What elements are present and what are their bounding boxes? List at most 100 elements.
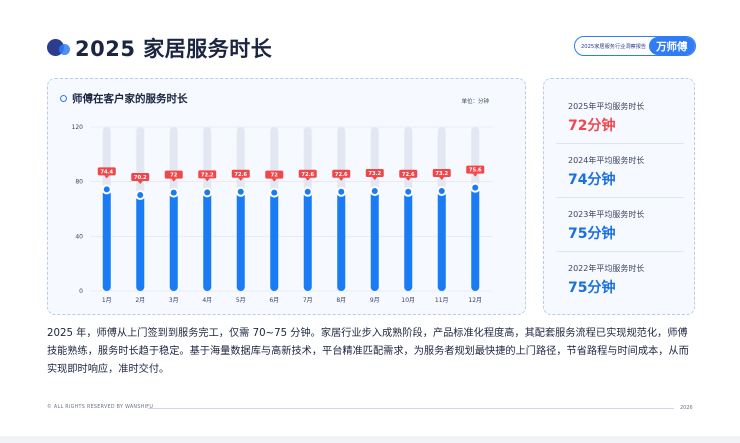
y-tick-label: 120 — [72, 124, 84, 131]
page-title: 2025 家居服务时长 — [75, 37, 273, 61]
x-tick-label: 11月 — [435, 297, 449, 304]
x-tick-label: 12月 — [468, 297, 482, 304]
stat-2022: 2022年平均服务时长 75分钟 — [568, 263, 672, 297]
value-label-pointer — [305, 177, 311, 181]
y-tick-label: 0 — [79, 288, 83, 295]
value-label: 72.6 — [402, 172, 415, 178]
x-tick-label: 1月 — [102, 297, 112, 304]
stat-label: 2025年平均服务时长 — [568, 102, 645, 111]
stat-2024: 2024年平均服务时长 74分钟 — [568, 155, 672, 189]
value-label-pointer — [204, 178, 210, 182]
bar — [303, 191, 312, 291]
y-tick-label: 40 — [75, 233, 83, 240]
bar-cap-dot — [405, 188, 412, 195]
bar — [370, 190, 379, 291]
bar — [270, 192, 279, 291]
bar-cap-dot — [371, 187, 378, 194]
value-label-bg — [365, 168, 384, 177]
body-paragraph: 2025 年，师傅从上门签到到服务完工，仅需 70~75 分钟。家居行业步入成熟… — [47, 328, 689, 375]
value-label: 75.6 — [469, 168, 482, 174]
bar-cap-dot — [137, 192, 144, 199]
value-label-pointer — [171, 178, 177, 182]
bar — [437, 190, 446, 291]
bar-chart: 0 40 80 120 74.4 1月 70.2 2月 72 3月 72.2 4月 72.6 5月 72 6月… — [72, 124, 492, 304]
bar-cap-dot — [271, 189, 278, 196]
bar — [236, 191, 245, 291]
chart-title: 师傅在客户家的服务时长 — [72, 93, 188, 105]
bar-cap-dot — [472, 184, 479, 191]
stat-2023: 2023年平均服务时长 75分钟 — [568, 209, 672, 243]
value-label-bg — [164, 170, 183, 179]
bar — [102, 189, 111, 291]
footer-divider — [148, 408, 674, 409]
value-label-pointer — [439, 176, 445, 180]
x-tick-label: 6月 — [269, 297, 279, 304]
bar — [136, 195, 145, 291]
stat-2025: 2025年平均服务时长 72分钟 — [568, 101, 672, 135]
chart-header: 师傅在客户家的服务时长 — [60, 91, 188, 106]
bar-cap-dot — [103, 186, 110, 193]
bar-cap-dot — [170, 189, 177, 196]
value-label-bg — [298, 169, 317, 178]
brand-logo: 万师傅 — [648, 37, 695, 55]
value-label-pointer — [405, 177, 411, 181]
report-tag-text: 2025家居服务行业洞察报告 — [581, 43, 647, 50]
value-label: 73.2 — [368, 171, 381, 177]
stat-label: 2023年平均服务时长 — [568, 210, 645, 219]
value-label: 72.6 — [234, 172, 247, 178]
value-label: 73.2 — [435, 171, 448, 177]
value-label-bg — [231, 169, 250, 178]
stats-card: 2025年平均服务时长 72分钟 2024年平均服务时长 74分钟 2023年平… — [543, 78, 695, 315]
value-label: 72 — [271, 173, 279, 179]
value-label-pointer — [137, 181, 143, 185]
footer-copyright: © ALL RIGHTS RESERVED BY WANSHIFU — [47, 405, 154, 410]
x-tick-label: 2月 — [135, 297, 145, 304]
value-label: 70.2 — [134, 175, 147, 181]
stat-label: 2022年平均服务时长 — [568, 264, 645, 273]
stat-label: 2024年平均服务时长 — [568, 156, 645, 165]
title-dots-icon — [47, 39, 71, 57]
bar — [203, 192, 212, 291]
value-label: 72.6 — [301, 172, 314, 178]
stat-divider — [556, 143, 684, 144]
bar-cap-dot — [338, 188, 345, 195]
value-label: 72.2 — [201, 172, 214, 178]
value-label-pointer — [372, 176, 378, 180]
value-label-bg — [198, 170, 217, 179]
x-tick-label: 4月 — [202, 297, 212, 304]
value-label-pointer — [338, 177, 344, 181]
value-label-bg — [466, 165, 485, 174]
value-label: 74.4 — [100, 169, 113, 175]
bar — [337, 191, 346, 291]
x-tick-label: 3月 — [169, 297, 179, 304]
bar — [471, 187, 480, 291]
y-tick-label: 80 — [75, 179, 83, 186]
x-tick-label: 5月 — [236, 297, 246, 304]
x-tick-label: 8月 — [336, 297, 346, 304]
value-label-pointer — [238, 177, 244, 181]
x-tick-label: 9月 — [370, 297, 380, 304]
stat-value: 72分钟 — [568, 118, 616, 134]
footer-year: 2026 — [680, 405, 693, 411]
bar-cap-dot — [237, 188, 244, 195]
value-label-bg — [332, 169, 351, 178]
bar — [404, 191, 413, 291]
value-label-pointer — [104, 175, 110, 179]
x-tick-label: 10月 — [401, 297, 415, 304]
bar-cap-dot — [204, 189, 211, 196]
bar-cap-dot — [438, 187, 445, 194]
stat-divider — [556, 251, 684, 252]
bar-cap-dot — [304, 188, 311, 195]
report-tag: 2025家居服务行业洞察报告 万师傅 — [574, 36, 696, 56]
value-label-bg — [97, 167, 116, 176]
value-label-bg — [131, 173, 150, 182]
bottom-band — [0, 436, 740, 443]
stat-value: 75分钟 — [568, 226, 616, 242]
stat-divider — [556, 197, 684, 198]
value-label-bg — [265, 170, 284, 179]
value-label-bg — [432, 168, 451, 177]
value-label: 72 — [170, 173, 178, 179]
bar — [169, 192, 178, 291]
x-tick-label: 7月 — [303, 297, 313, 304]
value-label-pointer — [271, 178, 277, 182]
